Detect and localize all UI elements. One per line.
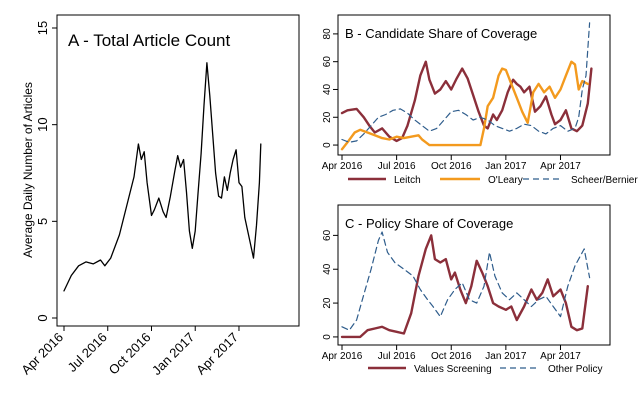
panel-a-x-tick-label: Oct 2016	[106, 330, 154, 378]
panel-a-y-tick-label: 5	[35, 218, 50, 225]
panel-b-legend-label-o-leary: O'Leary	[488, 175, 523, 186]
panel-a-x-tick-label: Apr 2017	[193, 330, 241, 378]
panel-b-y-tick-label: 0	[322, 142, 333, 148]
panel-b-x-tick-label: Apr 2016	[322, 161, 363, 172]
panel-c-legend: Values Screening Other Policy	[368, 364, 602, 375]
panel-c-y-tick-label: 20	[322, 297, 333, 309]
panel-c-policy-share: C - Policy Share of Coverage 0 20 40 60 Apr …	[322, 204, 611, 375]
panel-b-y-tick-label: 60	[322, 56, 333, 68]
panel-a-x-tick-label: Jan 2017	[149, 330, 197, 378]
panel-c-legend-label-values-screening: Values Screening	[414, 364, 492, 375]
panel-b-y-tick-label: 80	[322, 28, 333, 40]
panel-a-y-tick-label: 10	[35, 117, 50, 131]
panel-b-title: B - Candidate Share of Coverage	[345, 26, 537, 41]
panel-a-y-tick-label: 0	[35, 314, 50, 321]
panel-b-legend-label-scheer-bernier: Scheer/Bernier	[571, 175, 638, 186]
panel-c-title: C - Policy Share of Coverage	[345, 216, 513, 231]
panel-c-x-tick-label: Oct 2016	[431, 351, 472, 362]
panel-b-x-tick-label: Apr 2017	[540, 161, 581, 172]
panel-c-x-tick-label: Jul 2016	[378, 351, 416, 362]
panel-a-total-article-count: A - Total Article Count Average Daily Nu…	[18, 14, 300, 378]
panel-c-y-tick-label: 60	[322, 229, 333, 241]
panel-b-y-tick-label: 20	[322, 111, 333, 123]
panel-a-title: A - Total Article Count	[68, 31, 230, 50]
panel-b-x-tick-label: Oct 2016	[431, 161, 472, 172]
panel-c-y-tick-label: 0	[322, 334, 333, 340]
panel-c-series-lines	[340, 231, 591, 339]
panel-b-series-o-leary	[340, 60, 589, 151]
panel-b-series-scheer-bernier	[341, 22, 591, 143]
panel-a-x-tick-label: Jul 2016	[64, 330, 109, 375]
panel-b-x-tick-label: Jan 2017	[485, 161, 527, 172]
panel-c-ticks: 0 20 40 60 Apr 2016 Jul 2016 Oct 2016 Jan 2017 A…	[322, 229, 582, 362]
panel-c-x-tick-label: Jan 2017	[485, 351, 527, 362]
panel-c-x-tick-label: Apr 2016	[322, 351, 363, 362]
panel-c-frame	[337, 204, 611, 346]
panel-b-legend-label-leitch: Leitch	[394, 175, 421, 186]
panel-b-candidate-share: B - Candidate Share of Coverage 0 20 40 60 8…	[322, 14, 638, 186]
panel-b-y-tick-label: 40	[322, 83, 333, 95]
panel-a-y-tick-label: 15	[35, 21, 50, 35]
panel-b-frame	[337, 14, 611, 156]
panel-a-y-axis-label: Average Daily Number of Articles	[21, 82, 35, 258]
panel-c-series-values-screening	[340, 234, 589, 339]
panel-c-y-tick-label: 40	[322, 263, 333, 275]
panel-b-x-tick-label: Jul 2016	[378, 161, 416, 172]
panel-b-series-lines	[340, 22, 593, 151]
panel-c-legend-label-other-policy: Other Policy	[548, 364, 602, 375]
panel-b-ticks: 0 20 40 60 80 Apr 2016 Jul 2016 Oct 2016 Jan 201…	[322, 28, 582, 172]
panel-c-x-tick-label: Apr 2017	[540, 351, 581, 362]
panel-b-legend: Leitch O'Leary Scheer/Bernier	[348, 175, 638, 186]
panel-a-series-total	[63, 62, 262, 292]
panel-a-x-tick-label: Apr 2016	[18, 330, 66, 378]
panel-c-series-other-policy	[341, 231, 591, 331]
panel-a-series-lines	[63, 62, 262, 292]
panel-b-series-leitch	[340, 60, 593, 143]
panel-a-frame	[56, 14, 300, 327]
